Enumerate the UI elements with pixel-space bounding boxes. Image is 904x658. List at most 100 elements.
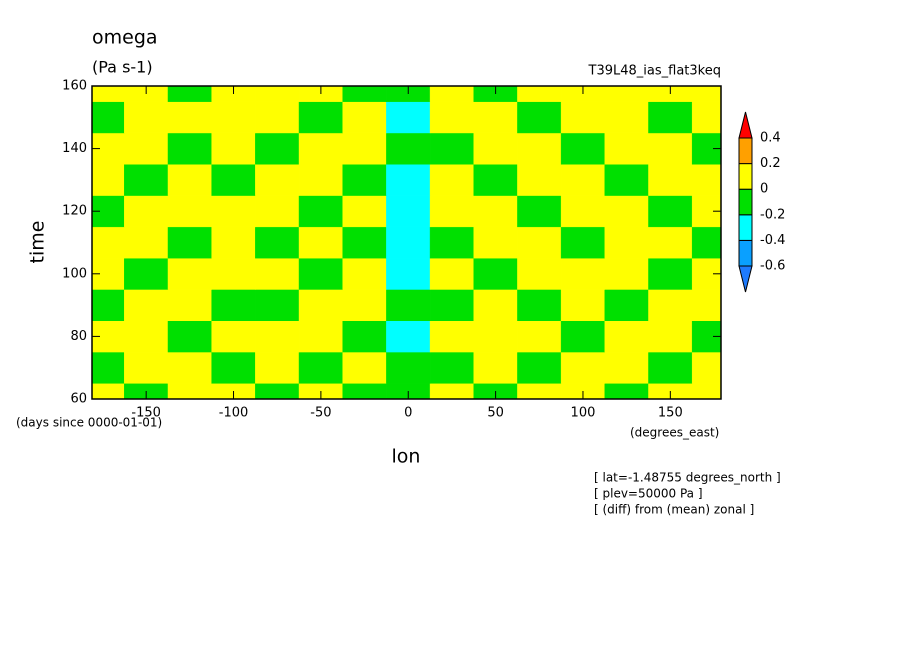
y-tick-label: 60 xyxy=(70,392,87,407)
contour-cell xyxy=(429,257,475,290)
contour-cell xyxy=(255,351,300,384)
contour-cell xyxy=(342,289,387,322)
contour-cell xyxy=(211,320,256,353)
colorbar-box xyxy=(738,163,753,190)
contour-cell xyxy=(604,85,649,102)
contour-cell xyxy=(648,132,693,165)
contour-cell xyxy=(560,320,606,353)
contour-cell xyxy=(298,164,343,196)
contour-cell xyxy=(429,383,475,400)
contour-cell xyxy=(691,383,722,400)
contour-cell xyxy=(211,289,256,322)
contour-cell xyxy=(604,351,649,384)
chart-title: omega xyxy=(92,27,158,49)
contour-cell xyxy=(342,320,387,353)
contour-cell xyxy=(342,101,387,134)
contour-cell xyxy=(386,257,431,290)
contour-cell xyxy=(167,289,212,322)
x-tick-label: 150 xyxy=(658,406,683,421)
y-tick-label: 100 xyxy=(62,266,87,281)
contour-cell xyxy=(429,289,475,322)
contour-cell xyxy=(429,164,475,196)
contour-cell xyxy=(473,320,518,353)
contour-cell xyxy=(386,164,431,196)
contour-cell xyxy=(473,132,518,165)
contour-cell xyxy=(691,164,722,196)
contour-cell xyxy=(517,164,562,196)
contour-cell xyxy=(255,289,300,322)
contour-cell xyxy=(386,101,431,134)
contour-cell xyxy=(342,164,387,196)
contour-cell xyxy=(429,195,475,228)
contour-cell xyxy=(648,289,693,322)
contour-cell xyxy=(167,320,212,353)
contour-cell xyxy=(167,101,212,134)
contour-cell xyxy=(298,226,343,259)
contour-cell xyxy=(298,351,343,384)
x-tick-label: 100 xyxy=(571,406,596,421)
y-tick-label: 120 xyxy=(62,204,87,219)
contour-cell xyxy=(517,85,562,102)
contour-cell xyxy=(298,195,343,228)
y-units: (days since 0000-01-01) xyxy=(16,416,162,430)
contour-cell xyxy=(255,101,300,134)
contour-cell xyxy=(211,257,256,290)
contour-cell xyxy=(211,101,256,134)
contour-cell xyxy=(517,257,562,290)
contour-cell xyxy=(211,132,256,165)
contour-cell xyxy=(255,164,300,196)
contour-cell xyxy=(167,164,212,196)
contour-cell xyxy=(255,257,300,290)
contour-cell xyxy=(386,226,431,259)
contour-cell xyxy=(124,164,169,196)
contour-cell xyxy=(342,351,387,384)
contour-cell xyxy=(517,226,562,259)
y-axis-label: time xyxy=(27,221,49,264)
contour-cell xyxy=(604,132,649,165)
contour-cell xyxy=(91,289,125,322)
colorbar-box xyxy=(738,239,753,267)
contour-cell xyxy=(124,226,169,259)
contour-cell xyxy=(167,226,212,259)
contour-cell xyxy=(211,164,256,196)
contour-cell xyxy=(298,320,343,353)
colorbar-label: 0.2 xyxy=(760,156,781,171)
contour-cell xyxy=(604,164,649,196)
contour-cell xyxy=(560,289,606,322)
contour-cell xyxy=(648,257,693,290)
units: (Pa s-1) xyxy=(92,58,153,77)
contour-cell xyxy=(648,195,693,228)
contour-cell xyxy=(473,164,518,196)
contour-cell xyxy=(473,289,518,322)
x-tick-label: -100 xyxy=(219,406,249,421)
contour-cell xyxy=(342,383,387,400)
colorbar-box xyxy=(738,214,753,241)
contour-cell xyxy=(211,195,256,228)
contour-cell xyxy=(648,320,693,353)
colorbar-label: -0.2 xyxy=(760,207,785,222)
x-tick-label: 0 xyxy=(404,406,412,421)
contour-cell xyxy=(124,257,169,290)
x-tick-label: 50 xyxy=(487,406,504,421)
contour-cell xyxy=(473,257,518,290)
contour-cell xyxy=(255,132,300,165)
contour-cell xyxy=(517,195,562,228)
contour-cell xyxy=(429,85,475,102)
note: [ plev=50000 Pa ] xyxy=(594,487,703,501)
contour-cell xyxy=(211,351,256,384)
contour-cell xyxy=(255,383,300,400)
contour-cell xyxy=(91,164,125,196)
colorbar-extend xyxy=(738,265,753,293)
contour-cell xyxy=(91,351,125,384)
contour-cell xyxy=(473,101,518,134)
y-tick-label: 80 xyxy=(70,329,87,344)
colorbar-box xyxy=(738,137,753,165)
contour-cell xyxy=(342,85,387,102)
contour-cell xyxy=(691,85,722,102)
contour-cell xyxy=(691,226,722,259)
colorbar-box xyxy=(738,188,753,216)
x-axis-label: lon xyxy=(392,446,421,468)
plot-frame xyxy=(91,85,722,400)
contour-cell xyxy=(342,226,387,259)
